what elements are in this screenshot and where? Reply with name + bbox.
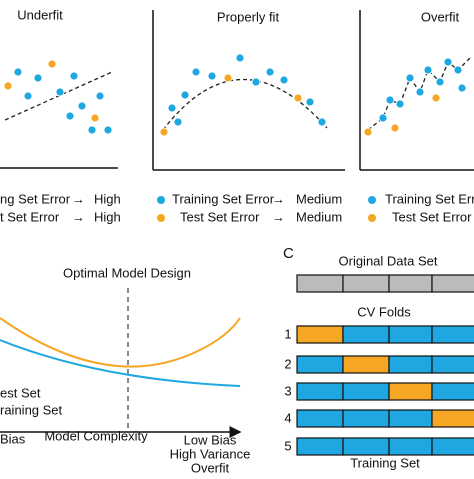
fold-block (388, 382, 433, 401)
legend-label: Test Set Error (392, 209, 472, 224)
fold-block (342, 409, 390, 428)
legend-label: Training Set Error (172, 191, 275, 206)
footer: Training Set (350, 455, 420, 470)
fold-block (296, 355, 344, 374)
arrow: → (272, 209, 285, 224)
legend-result: Medium (296, 209, 342, 224)
curve-label: raining Set (0, 402, 63, 417)
fold-block (388, 409, 433, 428)
scatter-dots (3, 53, 467, 137)
legend-label: Test Set Error (180, 209, 260, 224)
fold-block (296, 382, 344, 401)
legend-label: ng Set Error (0, 191, 71, 206)
original-label: Original Data Set (339, 253, 438, 268)
fold-number: 3 (284, 383, 291, 398)
axes (0, 10, 474, 438)
fold-block (431, 355, 474, 374)
legend-dot (368, 196, 376, 204)
legend-label: Training Set Error (385, 191, 474, 206)
original-bar (296, 274, 474, 293)
test-curve (0, 317, 241, 368)
fold-block (388, 437, 433, 456)
axis-note: Low Bias (184, 432, 237, 447)
fold-block (431, 325, 474, 344)
train-curve (0, 339, 241, 387)
legend-dot (157, 196, 165, 204)
fold-block (342, 355, 390, 374)
panel-title: Properly fit (217, 9, 280, 24)
fold-number: 2 (284, 356, 291, 371)
fold-block (296, 437, 344, 456)
fold-number: 5 (284, 438, 291, 453)
arrow: → (272, 191, 285, 206)
fold-block (388, 355, 433, 374)
fit-lines (4, 57, 471, 131)
fold-block (342, 437, 390, 456)
complexity-title: Optimal Model Design (63, 265, 191, 280)
fold-number: 4 (284, 410, 291, 425)
legend-dot (368, 214, 376, 222)
fold-number: 1 (284, 326, 291, 341)
fold-block (342, 325, 390, 344)
axis-note: Overfit (191, 460, 230, 474)
legend-result: High (94, 209, 121, 224)
fold-block (431, 409, 474, 428)
folds-title: CV Folds (357, 304, 411, 319)
fold-block (431, 382, 474, 401)
x-label: Model Complexity (44, 428, 148, 443)
legend-result: High (94, 191, 121, 206)
fold-block (342, 382, 390, 401)
fold-block (431, 437, 474, 456)
arrow: → (72, 209, 85, 224)
curve-label: est Set (0, 385, 41, 400)
panel-title: Overfit (421, 9, 460, 24)
legend-result: Medium (296, 191, 342, 206)
folds: 1 2 3 4 5 (284, 325, 474, 456)
panel-title: Underfit (17, 7, 63, 22)
legend-label: t Set Error (0, 209, 60, 224)
fold-block (388, 325, 433, 344)
arrow: → (72, 191, 85, 206)
axis-note: Bias (0, 431, 26, 446)
fold-block (296, 325, 344, 344)
panel-label: C (283, 245, 294, 262)
fold-block (296, 409, 344, 428)
axis-note: High Variance (170, 446, 251, 461)
legend-dot (157, 214, 165, 222)
